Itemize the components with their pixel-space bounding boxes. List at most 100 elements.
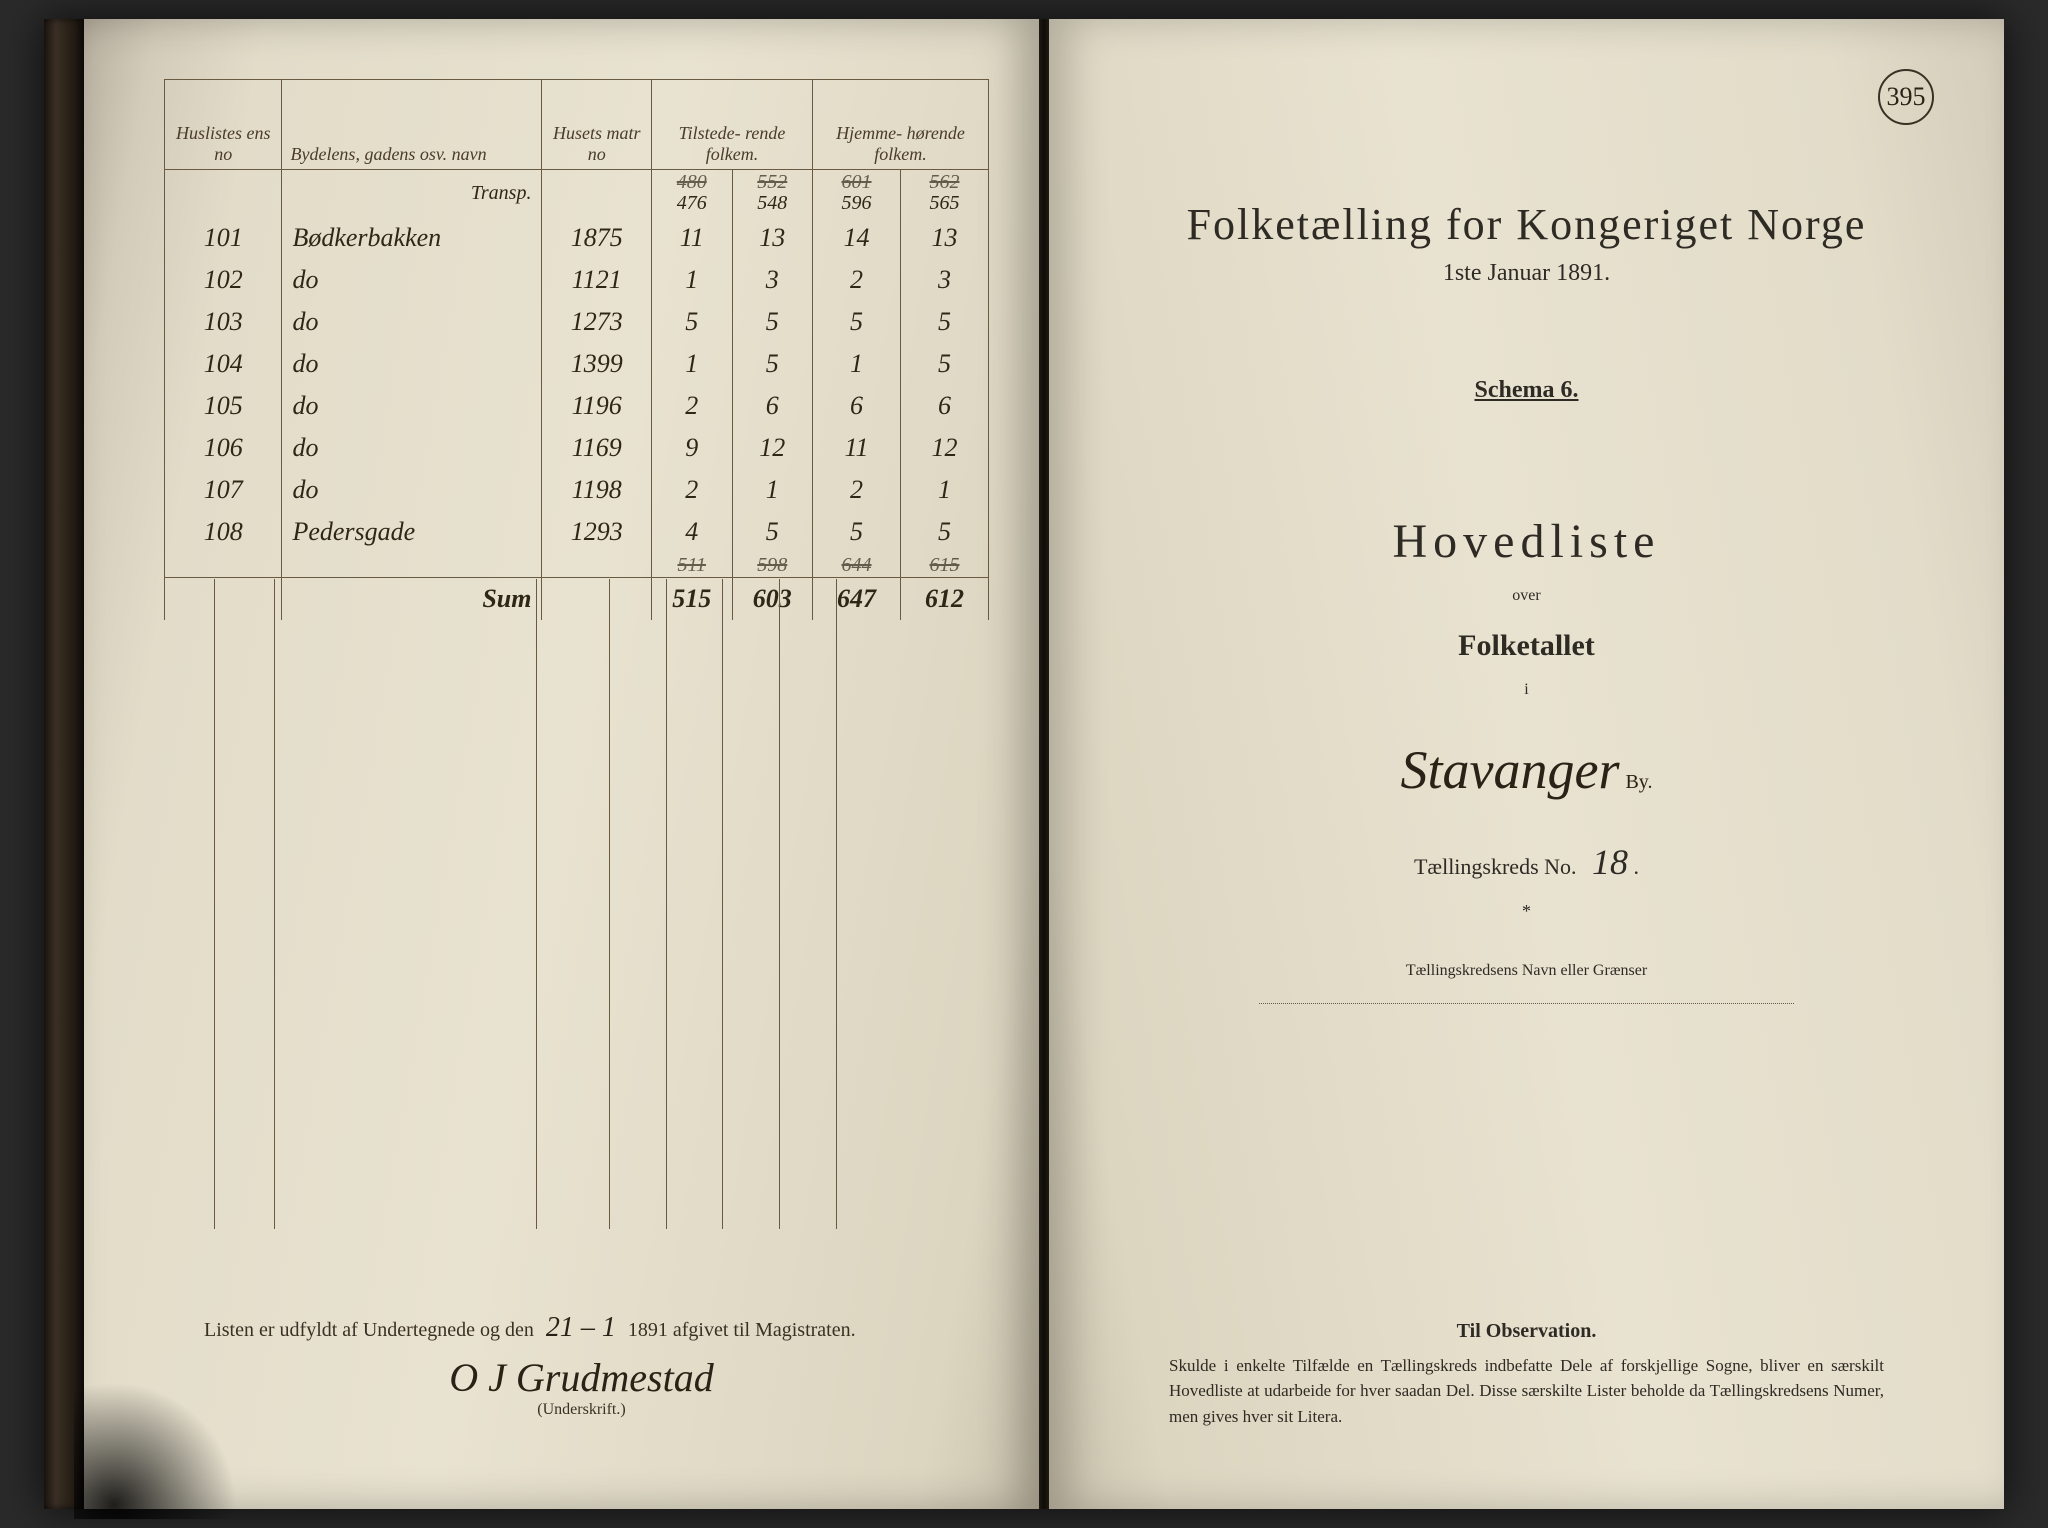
i-label: i <box>1099 681 1954 699</box>
signature-name: O J Grudmestad <box>204 1354 959 1401</box>
cell-matr: 1399 <box>542 343 652 385</box>
sum-struck-1: 598 <box>743 555 803 575</box>
cell-no: 102 <box>165 259 282 301</box>
cell-matr: 1121 <box>542 259 652 301</box>
cell-b: 5 <box>732 343 813 385</box>
cell-b: 5 <box>732 511 813 553</box>
cell-d: 5 <box>901 301 989 343</box>
left-page: Huslistes ens no Bydelens, gadens osv. n… <box>84 19 1039 1509</box>
cell-name: Bødkerbakken <box>282 217 542 259</box>
kreds-label: Tællingskreds No. <box>1414 854 1577 879</box>
hovedliste-title: Hovedliste <box>1099 514 1954 569</box>
table-row: 106do11699121112 <box>165 427 989 469</box>
cell-name: do <box>282 259 542 301</box>
grenser-label: Tællingskredsens Navn eller Grænser <box>1406 962 1647 979</box>
cell-no: 101 <box>165 217 282 259</box>
sum-row: Sum515603647612 <box>165 578 989 621</box>
vertical-rule <box>609 579 610 1229</box>
cell-d: 1 <box>901 469 989 511</box>
sum-struck-row: 511598644615 <box>165 553 989 578</box>
cell-c: 2 <box>813 259 901 301</box>
cell-matr: 1198 <box>542 469 652 511</box>
transp-0: 476 <box>677 192 707 214</box>
sum-struck-2: 644 <box>823 555 890 575</box>
cell-c: 5 <box>813 301 901 343</box>
cell-name: Pedersgade <box>282 511 542 553</box>
asterisk: * <box>1099 901 1954 922</box>
vertical-rule <box>722 579 723 1229</box>
cell-c: 6 <box>813 385 901 427</box>
by-suffix: By. <box>1625 771 1652 793</box>
over-label: over <box>1099 587 1954 605</box>
cell-a: 4 <box>651 511 732 553</box>
cell-d: 3 <box>901 259 989 301</box>
col-hjemme: Hjemme- hørende folkem. <box>813 80 989 170</box>
sig-suffix: 1891 afgivet til Magistraten. <box>628 1319 856 1342</box>
kreds-line: Tællingskreds No. 18 . <box>1099 841 1954 883</box>
cell-d: 5 <box>901 511 989 553</box>
cell-d: 13 <box>901 217 989 259</box>
table-row: 104do13991515 <box>165 343 989 385</box>
cell-matr: 1875 <box>542 217 652 259</box>
table-row: 101Bødkerbakken187511131413 <box>165 217 989 259</box>
cell-b: 3 <box>732 259 813 301</box>
sum-1: 603 <box>732 578 813 621</box>
col-tilstede: Tilstede- rende folkem. <box>651 80 812 170</box>
ledger-table: Huslistes ens no Bydelens, gadens osv. n… <box>164 79 989 620</box>
cell-matr: 1196 <box>542 385 652 427</box>
cell-a: 1 <box>651 343 732 385</box>
cell-name: do <box>282 385 542 427</box>
city-text: Stavanger <box>1401 740 1620 800</box>
cell-b: 5 <box>732 301 813 343</box>
transp-2: 596 <box>842 192 872 214</box>
vertical-rule <box>836 579 837 1229</box>
city-name: StavangerBy. <box>1099 739 1954 801</box>
col-listno: Huslistes ens no <box>165 80 282 170</box>
cell-no: 104 <box>165 343 282 385</box>
cell-b: 13 <box>732 217 813 259</box>
cell-b: 12 <box>732 427 813 469</box>
right-page: 395 Folketælling for Kongeriget Norge 1s… <box>1049 19 2004 1509</box>
sig-prefix: Listen er udfyldt af Undertegnede og den <box>204 1319 534 1342</box>
cell-d: 5 <box>901 343 989 385</box>
cell-name: do <box>282 427 542 469</box>
table-row: 102do11211323 <box>165 259 989 301</box>
cell-a: 1 <box>651 259 732 301</box>
vertical-rule <box>274 579 275 1229</box>
transp-1: 548 <box>757 192 787 214</box>
transp-struck-1: 552 <box>743 172 803 192</box>
col-name: Bydelens, gadens osv. navn <box>282 80 542 170</box>
page-number: 395 <box>1878 69 1934 125</box>
sum-struck-0: 511 <box>662 555 722 575</box>
transp-3: 565 <box>930 192 960 214</box>
cell-no: 103 <box>165 301 282 343</box>
table-row: 108Pedersgade12934555 <box>165 511 989 553</box>
sum-0: 515 <box>651 578 732 621</box>
sum-label: Sum <box>282 578 542 621</box>
book-gutter <box>1039 19 1049 1509</box>
cell-no: 106 <box>165 427 282 469</box>
vertical-rule <box>779 579 780 1229</box>
open-book: Huslistes ens no Bydelens, gadens osv. n… <box>44 19 2004 1509</box>
vertical-rule <box>666 579 667 1229</box>
ruled-lines <box>164 579 804 1229</box>
table-row: 105do11962666 <box>165 385 989 427</box>
table-row: 103do12735555 <box>165 301 989 343</box>
cell-c: 2 <box>813 469 901 511</box>
observation-title: Til Observation. <box>1169 1320 1884 1343</box>
cell-d: 12 <box>901 427 989 469</box>
cell-matr: 1273 <box>542 301 652 343</box>
cell-name: do <box>282 343 542 385</box>
observation-text: Skulde i enkelte Tilfælde en Tællingskre… <box>1169 1353 1884 1430</box>
cell-matr: 1169 <box>542 427 652 469</box>
transp-struck-2: 601 <box>823 172 890 192</box>
vertical-rule <box>536 579 537 1229</box>
transp-struck-3: 562 <box>911 172 978 192</box>
cell-a: 2 <box>651 385 732 427</box>
folketallet-label: Folketallet <box>1099 629 1954 663</box>
cell-no: 108 <box>165 511 282 553</box>
census-title: Folketælling for Kongeriget Norge <box>1099 199 1954 250</box>
cell-c: 5 <box>813 511 901 553</box>
title-block: Folketælling for Kongeriget Norge 1ste J… <box>1099 199 1954 1004</box>
schema-label: Schema 6. <box>1099 377 1954 404</box>
